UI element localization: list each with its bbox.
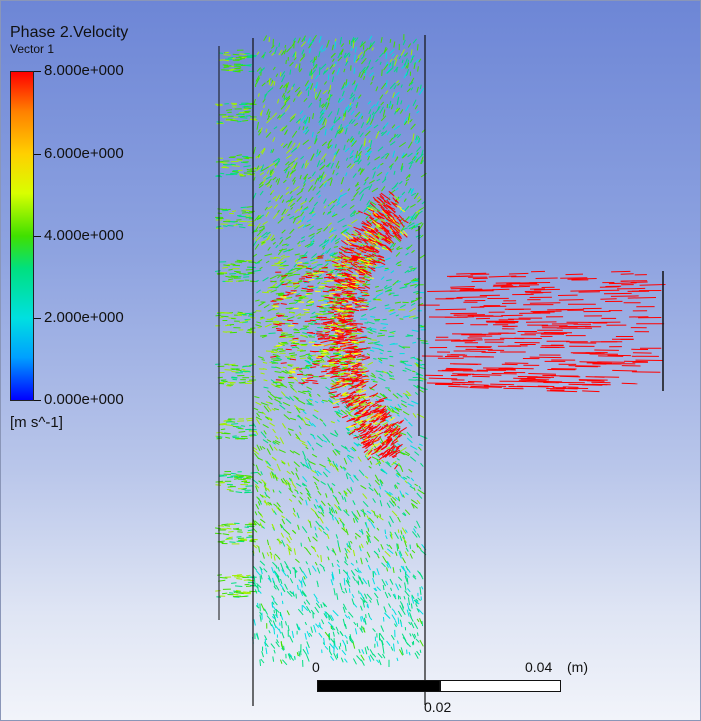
legend-tick-label: 6.000e+000 [44, 145, 124, 162]
scale-label-end: 0.04 [525, 659, 553, 675]
legend-tick [34, 318, 41, 319]
legend-colorbar [10, 71, 34, 401]
scale-unit: (m) [567, 659, 588, 675]
legend-tick [34, 236, 41, 237]
legend-tick [34, 71, 41, 72]
scale-bar-filled [317, 680, 440, 692]
legend-subtitle: Vector 1 [10, 42, 55, 56]
legend-title: Phase 2.Velocity [10, 24, 129, 41]
legend-tick [34, 154, 41, 155]
scale-label-mid: 0.02 [424, 699, 452, 715]
scale-label-start: 0 [312, 659, 320, 675]
legend-tick-label: 4.000e+000 [44, 227, 124, 244]
legend-tick-label: 0.000e+000 [44, 391, 124, 408]
legend-tick-label: 2.000e+000 [44, 309, 124, 326]
legend-tick [34, 400, 41, 401]
scale-bar-empty [440, 680, 561, 692]
legend-tick-label: 8.000e+000 [44, 62, 124, 79]
legend-units: [m s^-1] [10, 414, 63, 431]
